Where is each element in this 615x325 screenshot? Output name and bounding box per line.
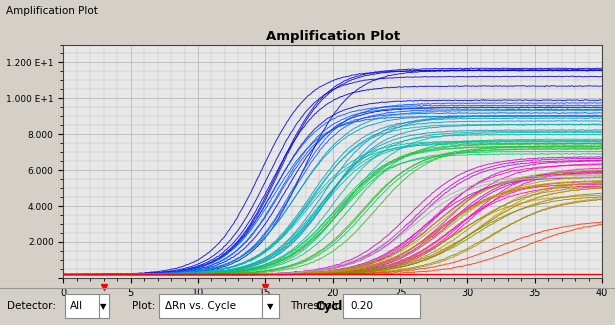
- Text: Threshold: Threshold: [290, 301, 342, 311]
- Text: ΔRn vs. Cycle: ΔRn vs. Cycle: [165, 301, 236, 311]
- X-axis label: Cycle: Cycle: [315, 300, 351, 313]
- Text: ▼: ▼: [267, 302, 274, 311]
- Text: All: All: [70, 301, 83, 311]
- Text: Plot:: Plot:: [132, 301, 156, 311]
- Text: ▼: ▼: [100, 302, 107, 311]
- Y-axis label: Rn: Rn: [0, 153, 3, 169]
- Text: Detector:: Detector:: [7, 301, 57, 311]
- Text: 0.20: 0.20: [351, 301, 374, 311]
- Text: Amplification Plot: Amplification Plot: [6, 6, 98, 16]
- Title: Amplification Plot: Amplification Plot: [266, 30, 400, 43]
